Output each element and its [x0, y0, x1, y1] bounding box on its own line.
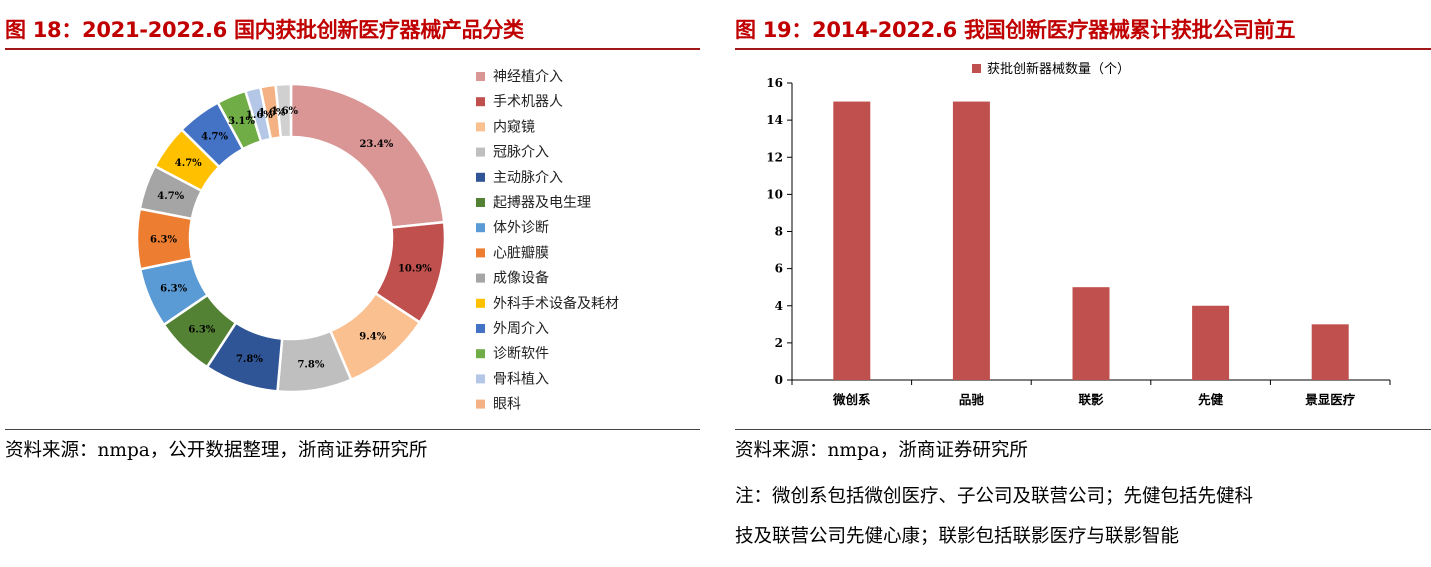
donut-legend-label-11: 诊断软件: [493, 346, 549, 362]
donut-legend-swatch-3: [476, 147, 485, 157]
x-category-label-1: 品驰: [959, 392, 985, 407]
y-tick-label-3: 6: [775, 262, 783, 276]
donut-slice-14: [274, 82, 293, 139]
left-source-text: 资料来源：nmpa，公开数据整理，浙商证券研究所: [5, 440, 428, 461]
donut-slice-label-11: 3.1%: [228, 116, 255, 127]
bar-marks: [833, 101, 1349, 380]
donut-legend-label-3: 冠脉介入: [493, 145, 549, 161]
y-tick-label-2: 4: [775, 299, 783, 313]
bar-legend: 获批创新器械数量（个）: [972, 61, 1130, 77]
donut-slice-0: [289, 82, 446, 229]
x-category-label-0: 微创系: [832, 392, 871, 407]
donut-legend-swatch-8: [476, 273, 485, 283]
donut-legend-label-6: 体外诊断: [493, 220, 549, 236]
donut-slice-label-8: 4.7%: [157, 191, 184, 202]
donut-legend-swatch-2: [476, 122, 485, 132]
y-tick-label-1: 2: [775, 336, 783, 350]
donut-slice-label-9: 4.7%: [175, 158, 202, 169]
donut-legend-label-9: 外科手术设备及耗材: [493, 295, 619, 312]
bar-legend-label: 获批创新器械数量（个）: [987, 61, 1130, 77]
donut-legend-swatch-9: [476, 298, 485, 308]
donut-legend-swatch-6: [476, 223, 485, 233]
right-note-line-1: 注：微创系包括微创医疗、子公司及联营公司；先健包括先健科: [735, 486, 1254, 507]
donut-legend-label-1: 手术机器人: [493, 94, 563, 110]
donut-legend-label-2: 内窥镜: [493, 118, 535, 135]
donut-legend-label-0: 神经植介入: [493, 69, 563, 85]
donut-slice-label-6: 6.3%: [160, 283, 187, 294]
y-tick-label-0: 0: [775, 373, 783, 387]
donut-legend-label-8: 成像设备: [493, 270, 549, 287]
bar-3: [1192, 305, 1230, 380]
donut-legend-swatch-0: [476, 72, 485, 81]
donut-legend-swatch-10: [476, 324, 485, 333]
donut-legend-swatch-1: [476, 97, 485, 107]
y-tick-label-6: 12: [766, 150, 783, 164]
y-tick-label-7: 14: [766, 113, 783, 127]
bar-0: [833, 101, 871, 380]
donut-legend-label-13: 眼科: [493, 397, 521, 413]
donut-legend-swatch-4: [476, 172, 485, 182]
donut-slice-label-7: 6.3%: [150, 234, 177, 245]
right-figure-title: 图 19：2014-2022.6 我国创新医疗器械累计获批公司前五: [735, 18, 1296, 42]
donut-slice-label-10: 4.7%: [201, 131, 228, 142]
left-figure-panel: 图 18：2021-2022.6 国内获批创新医疗器械产品分类 23.4% 10.…: [0, 0, 700, 567]
donut-slice-label-12: 1.6%: [246, 110, 273, 121]
donut-chart: 23.4% 10.9% 9.4% 7.8% 7.8% 6.3% 6.3% 6.3% 4.7% 4.…: [135, 69, 619, 413]
donut-legend-label-12: 骨科植入: [493, 371, 549, 387]
right-source-rule: [735, 429, 1431, 430]
donut-legend-swatch-7: [476, 248, 485, 258]
right-title-rule: [735, 48, 1431, 50]
donut-legend-label-10: 外周介入: [493, 321, 549, 337]
left-figure-title: 图 18：2021-2022.6 国内获批创新医疗器械产品分类: [5, 18, 524, 42]
bar-chart: 获批创新器械数量（个） 0 2 4 6 8 10 12 14 16 微创系 品驰 联影 先健 景显医疗: [766, 61, 1391, 407]
donut-slice-label-0: 23.4%: [359, 139, 393, 150]
donut-legend: 神经植介入手术机器人内窥镜冠脉介入主动脉介入起搏器及电生理体外诊断心脏瓣膜成像设…: [476, 69, 619, 413]
y-tick-label-8: 16: [766, 76, 783, 90]
right-figure-panel: 图 19：2014-2022.6 我国创新医疗器械累计获批公司前五 获批创新器械…: [730, 0, 1431, 567]
donut-slices: [135, 82, 447, 394]
bar-2: [1072, 287, 1110, 380]
donut-legend-label-5: 起搏器及电生理: [493, 194, 591, 211]
donut-legend-label-7: 心脏瓣膜: [493, 245, 549, 261]
left-source-rule: [5, 429, 700, 430]
x-category-label-3: 先健: [1198, 392, 1224, 407]
y-tick-label-5: 10: [766, 187, 783, 201]
donut-legend-swatch-12: [476, 374, 485, 384]
donut-legend-label-4: 主动脉介入: [493, 170, 563, 186]
bar-legend-swatch: [972, 64, 981, 73]
donut-legend-swatch-11: [476, 349, 485, 359]
donut-slice-label-13: 1.6%: [258, 107, 285, 118]
bar-1: [952, 101, 990, 380]
left-title-rule: [5, 48, 700, 50]
bar-axes: 0 2 4 6 8 10 12 14 16 微创系 品驰 联影 先健 景显医疗: [766, 76, 1391, 407]
donut-slice-label-3: 7.8%: [297, 359, 324, 370]
donut-slice-label-14: 1.6%: [271, 106, 298, 117]
bar-4: [1311, 324, 1349, 380]
x-category-label-4: 景显医疗: [1305, 392, 1356, 407]
donut-slice-label-2: 9.4%: [359, 331, 386, 342]
donut-slice-label-5: 6.3%: [188, 325, 215, 336]
donut-slice-label-4: 7.8%: [236, 354, 263, 365]
right-source-text: 资料来源：nmpa，浙商证券研究所: [735, 440, 1028, 461]
y-tick-label-4: 8: [775, 225, 783, 239]
donut-legend-swatch-13: [476, 399, 485, 409]
donut-slice-label-1: 10.9%: [398, 264, 432, 275]
donut-legend-swatch-5: [476, 198, 485, 207]
right-note-line-2: 技及联营公司先健心康；联影包括联影医疗与联影智能: [735, 526, 1180, 547]
donut-slice-labels: 23.4% 10.9% 9.4% 7.8% 7.8% 6.3% 6.3% 6.3% 4.7% 4.…: [150, 106, 432, 370]
x-category-label-2: 联影: [1078, 392, 1104, 407]
